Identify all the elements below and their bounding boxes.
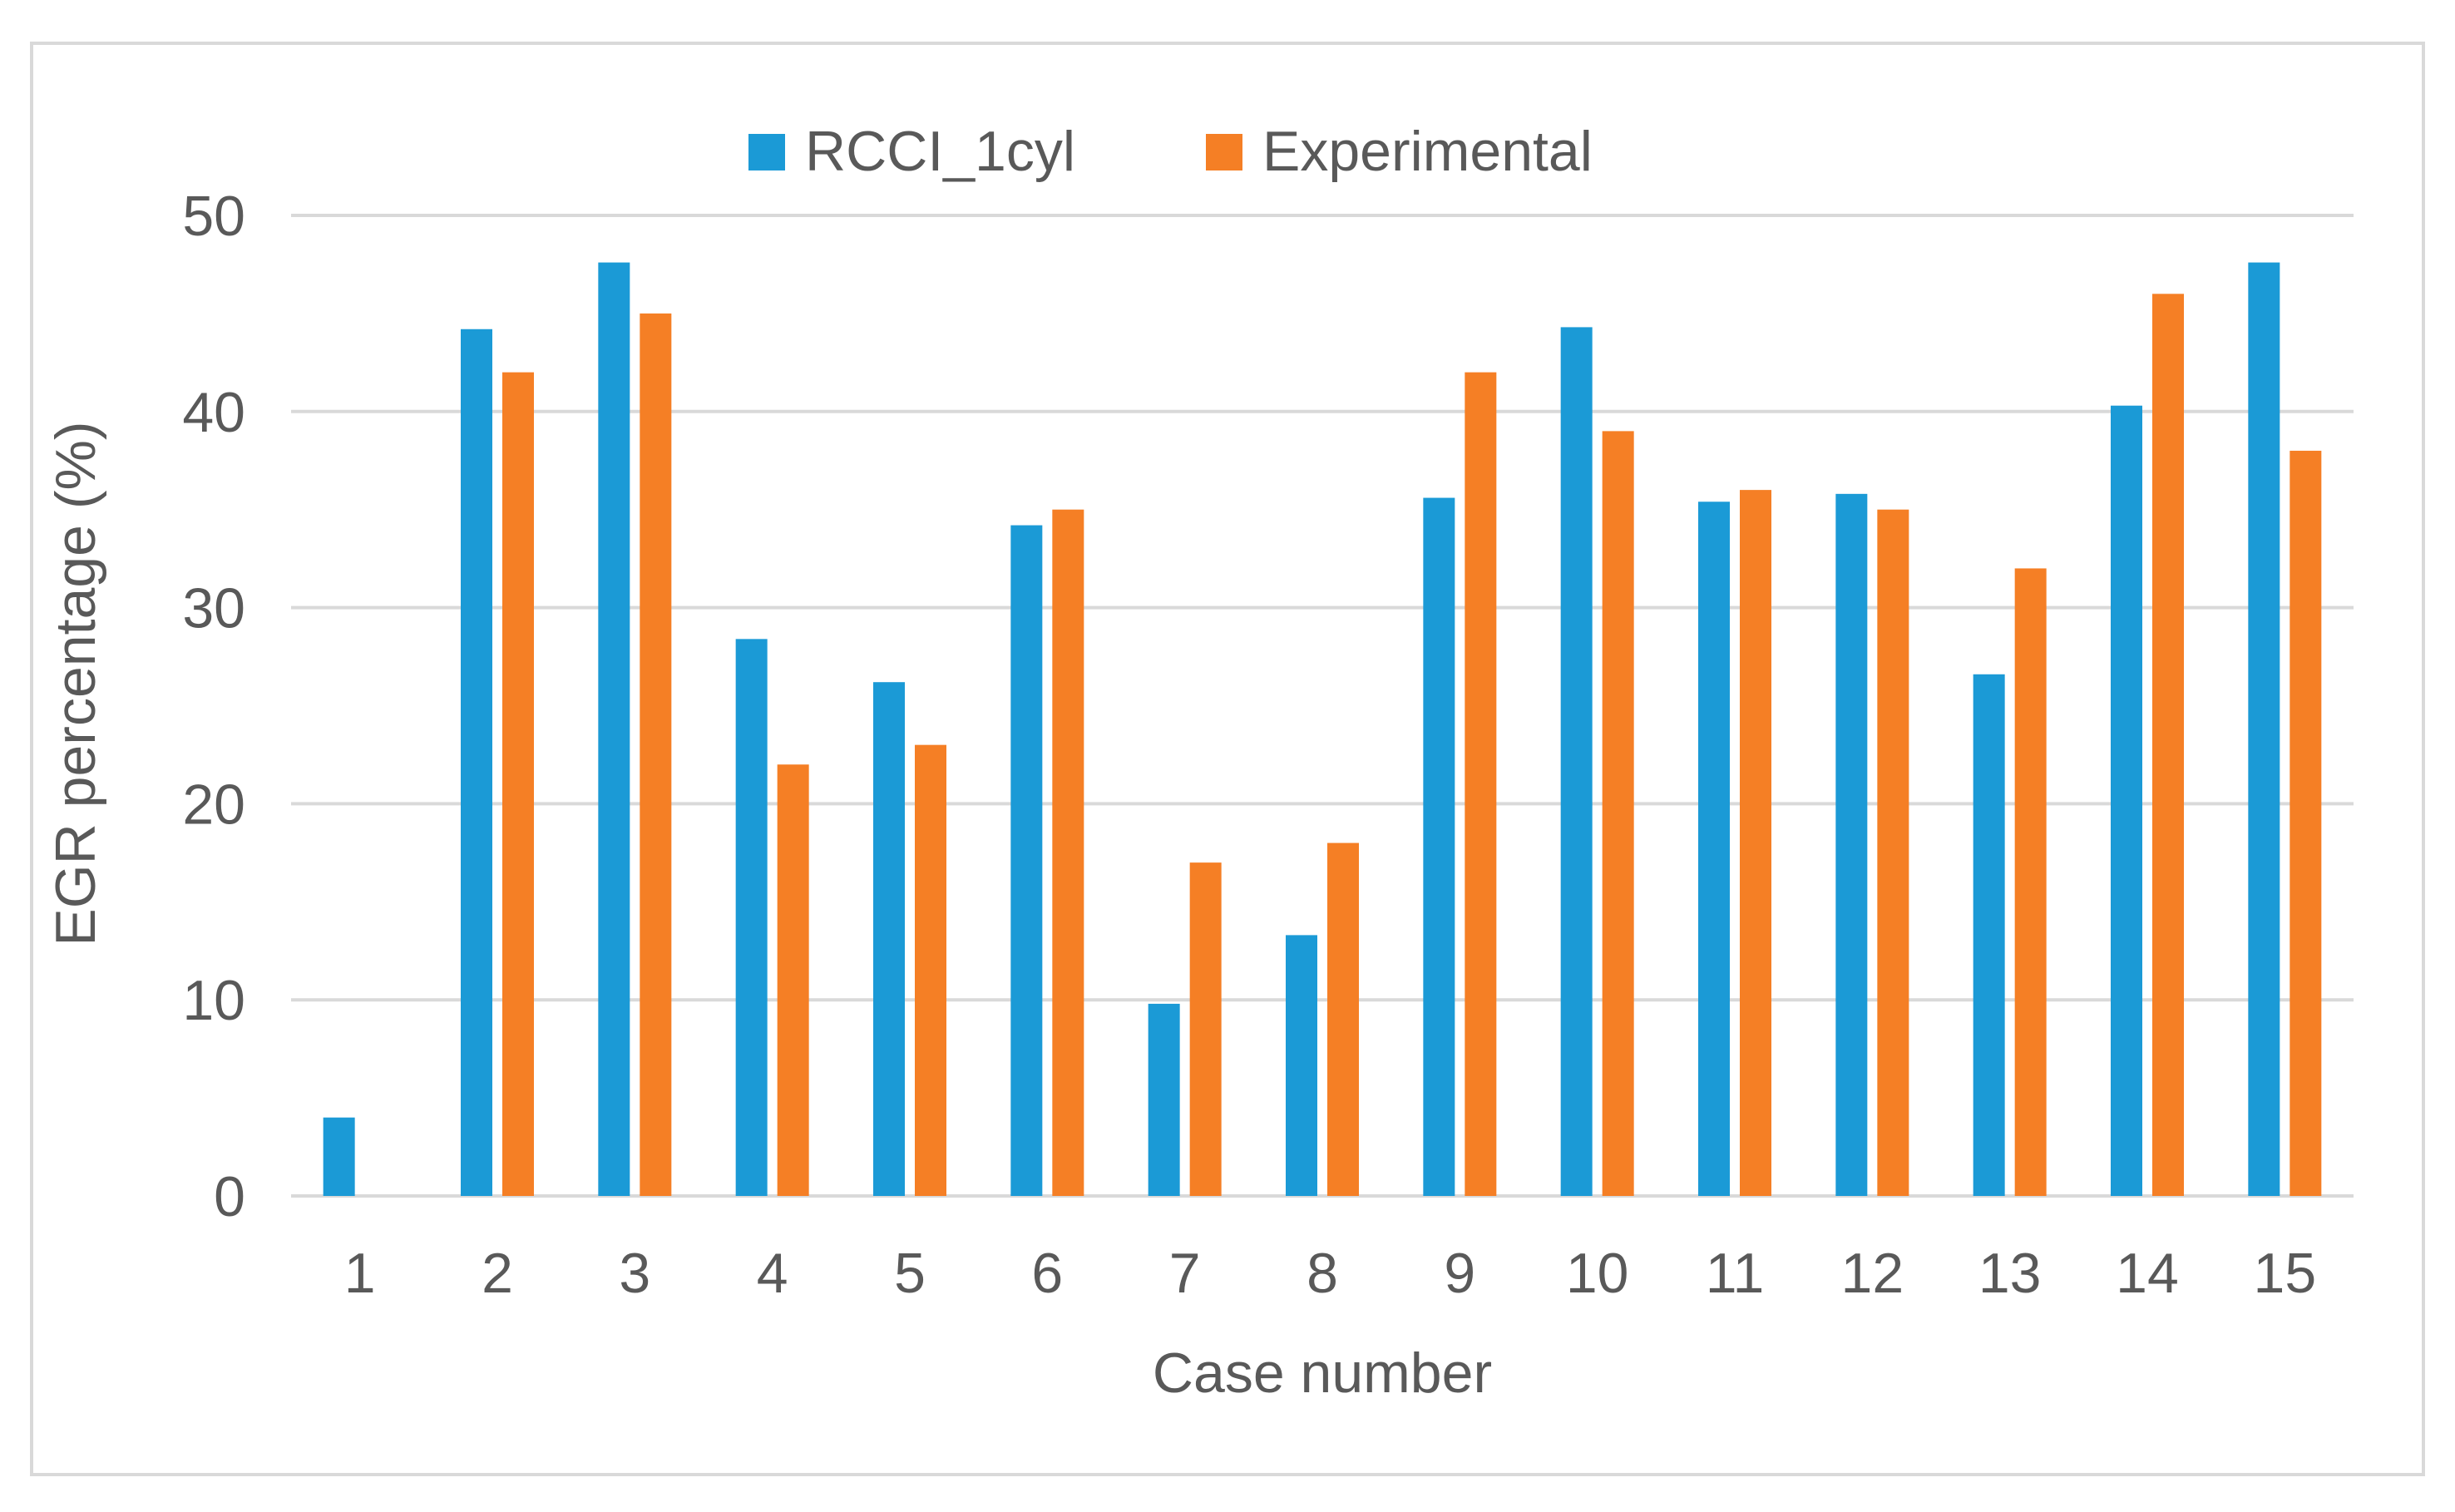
bar-rcci-case-9: [1423, 497, 1455, 1196]
bar-rcci-case-11: [1698, 502, 1730, 1196]
bar-experimental-case-11: [1740, 490, 1771, 1196]
legend-label-experimental: Experimental: [1262, 120, 1593, 183]
bar-rcci-case-6: [1010, 525, 1043, 1196]
bar-rcci-case-2: [461, 329, 492, 1196]
bar-experimental-case-3: [640, 313, 672, 1196]
x-tick-label: 15: [2254, 1242, 2317, 1305]
x-axis-ticks: 1 2 3 4 5 6 7 8 9 10 11 12 13 14 15: [344, 1242, 2316, 1305]
bar-rcci-case-3: [598, 262, 630, 1196]
x-axis-title: Case number: [1153, 1342, 1492, 1405]
bar-experimental-case-5: [915, 744, 946, 1196]
y-tick-label: 10: [182, 969, 245, 1032]
x-tick-label: 7: [1169, 1242, 1201, 1305]
bar-experimental-case-13: [2014, 568, 2047, 1196]
y-tick-label: 40: [182, 381, 245, 444]
bar-experimental-case-15: [2290, 450, 2322, 1196]
y-tick-label: 0: [214, 1165, 245, 1228]
x-tick-label: 10: [1566, 1242, 1629, 1305]
x-tick-label: 9: [1444, 1242, 1475, 1305]
bar-experimental-case-10: [1602, 431, 1634, 1196]
bar-experimental-case-2: [502, 372, 534, 1196]
x-tick-label: 5: [894, 1242, 926, 1305]
x-tick-label: 13: [1978, 1242, 2042, 1305]
bar-experimental-case-4: [777, 764, 809, 1196]
x-tick-label: 11: [1706, 1242, 1765, 1305]
legend-swatch-rcci: [748, 134, 785, 170]
bar-rcci-case-4: [735, 639, 768, 1196]
bar-rcci-case-14: [2111, 405, 2142, 1196]
bar-experimental-case-12: [1877, 509, 1909, 1196]
chart-frame: 0 10 20 30 40 50 1 2 3 4 5 6 7 8 9 10 11 12 13 14 15 EGR pe…: [30, 42, 2425, 1476]
bar-rcci-case-12: [1835, 493, 1868, 1196]
bar-rcci-case-10: [1560, 327, 1593, 1196]
bar-rcci-case-5: [873, 682, 905, 1196]
y-tick-label: 20: [182, 773, 245, 836]
x-tick-label: 8: [1307, 1242, 1338, 1305]
x-tick-label: 4: [757, 1242, 788, 1305]
y-tick-label: 50: [182, 185, 245, 248]
x-tick-label: 6: [1031, 1242, 1063, 1305]
y-axis-ticks: 0 10 20 30 40 50: [182, 185, 245, 1228]
gridlines: [291, 214, 2354, 1198]
legend: RCCI_1cyl Experimental: [748, 120, 1593, 183]
x-tick-label: 2: [482, 1242, 513, 1305]
bar-experimental-case-8: [1327, 842, 1359, 1196]
bar-rcci-case-15: [2248, 262, 2280, 1196]
y-axis-title: EGR percentage (%): [44, 421, 107, 946]
legend-swatch-experimental: [1206, 134, 1242, 170]
bar-experimental-case-14: [2152, 294, 2184, 1196]
bar-experimental-case-9: [1465, 372, 1497, 1196]
x-tick-label: 14: [2116, 1242, 2179, 1305]
legend-label-rcci: RCCI_1cyl: [805, 120, 1075, 183]
bar-rcci-case-7: [1148, 1003, 1180, 1196]
bar-rcci-case-13: [1973, 674, 2005, 1196]
bar-experimental-case-7: [1189, 862, 1222, 1196]
bar-rcci-case-1: [323, 1117, 355, 1196]
bar-experimental-case-6: [1052, 509, 1084, 1196]
x-tick-label: 1: [344, 1242, 376, 1305]
y-tick-label: 30: [182, 577, 245, 640]
x-tick-label: 12: [1841, 1242, 1904, 1305]
x-tick-label: 3: [619, 1242, 650, 1305]
bars: [323, 262, 2322, 1196]
bar-rcci-case-8: [1286, 935, 1317, 1196]
